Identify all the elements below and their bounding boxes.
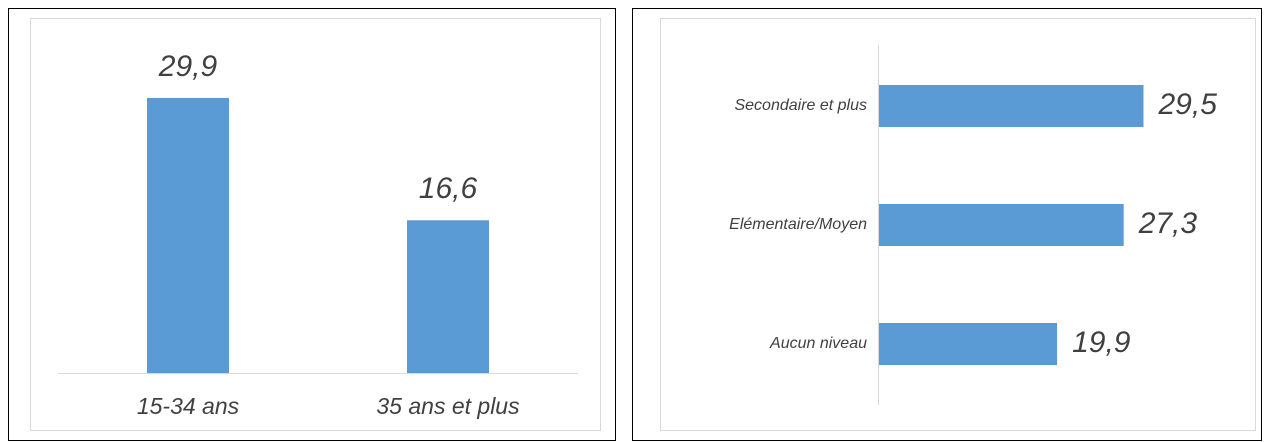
- value-label: 29,9: [158, 50, 218, 83]
- category-label: 35 ans et plus: [376, 393, 520, 419]
- value-label: 19,9: [1072, 326, 1131, 359]
- value-label: 16,6: [419, 172, 478, 205]
- right-panel-border: [632, 8, 1262, 441]
- bar: [147, 97, 229, 374]
- bar: [878, 85, 1144, 127]
- category-label: Elémentaire/Moyen: [729, 216, 867, 233]
- bar: [878, 323, 1058, 365]
- category-label: Secondaire et plus: [734, 97, 867, 114]
- category-label: 15-34 ans: [137, 393, 240, 419]
- value-label: 27,3: [1138, 207, 1198, 240]
- left-panel-border: [8, 8, 616, 441]
- left-chart-frame: [30, 18, 601, 431]
- bar: [878, 204, 1124, 246]
- right-chart-frame: [660, 18, 1256, 431]
- bar: [407, 220, 489, 373]
- value-label: 29,5: [1158, 88, 1218, 121]
- category-label: Aucun niveau: [769, 335, 867, 352]
